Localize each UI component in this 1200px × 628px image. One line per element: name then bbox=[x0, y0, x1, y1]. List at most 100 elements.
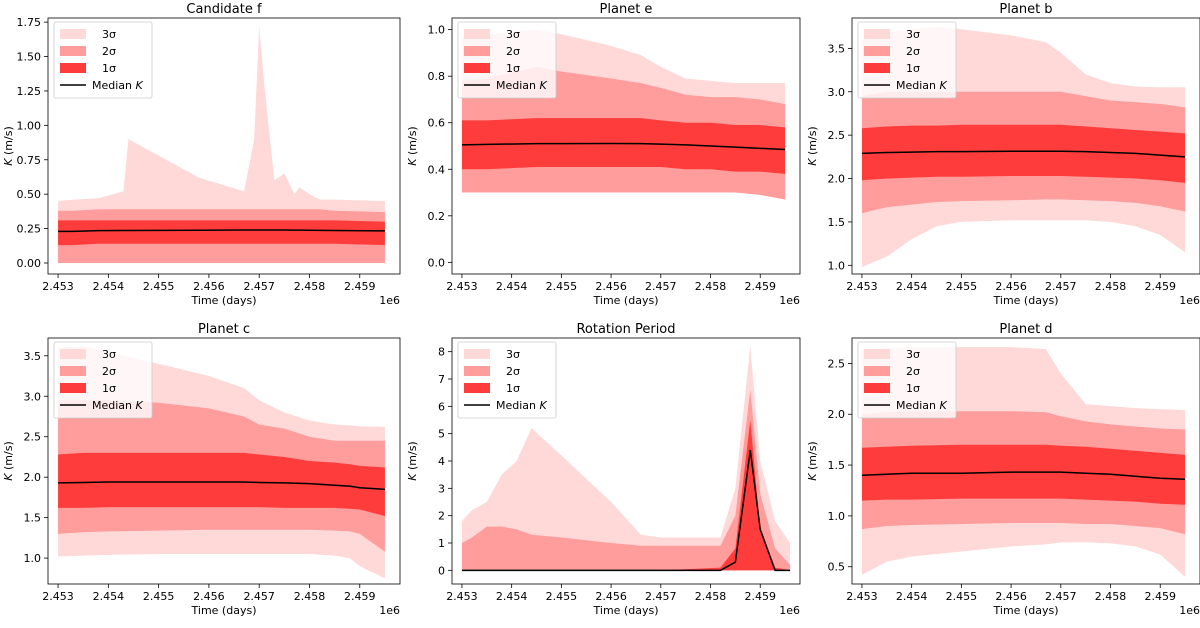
legend-swatch bbox=[464, 29, 490, 39]
x-tick-label: 2.459 bbox=[744, 280, 776, 293]
legend-swatch bbox=[464, 349, 490, 359]
y-tick-label: 1.50 bbox=[17, 51, 42, 64]
legend-label: 3σ bbox=[906, 28, 920, 41]
x-tick-label: 2.457 bbox=[645, 590, 677, 603]
legend-swatch bbox=[464, 383, 490, 393]
panel-candidate-f: 2.453 2.454 2.455 2.456 2.457 2.458 2.459 0.00 0… bbox=[2, 2, 401, 307]
x-tick-label: 2.458 bbox=[1095, 280, 1127, 293]
legend: 3σ 2σ 1σ Median K bbox=[53, 341, 153, 419]
y-tick-label: 0.00 bbox=[17, 257, 42, 270]
legend-swatch bbox=[60, 349, 86, 359]
x-tick-label: 2.456 bbox=[595, 280, 627, 293]
chart-title: Planet b bbox=[999, 2, 1052, 17]
y-tick-label: 1.0 bbox=[428, 24, 446, 37]
legend-label: 1σ bbox=[506, 382, 520, 395]
y-tick-label: 3 bbox=[438, 482, 445, 495]
x-axis-label: Time (days) bbox=[191, 604, 257, 617]
x-tick-label: 2.459 bbox=[344, 590, 376, 603]
chart-title: Candidate f bbox=[186, 2, 262, 17]
legend-swatch bbox=[864, 383, 890, 393]
y-axis-label: K (m/s) bbox=[406, 126, 419, 165]
legend-swatch bbox=[60, 63, 86, 73]
legend-label: 1σ bbox=[906, 382, 920, 395]
y-tick-label: 1.5 bbox=[24, 512, 42, 525]
legend-label: Median K bbox=[496, 79, 548, 92]
y-axis-label: K (m/s) bbox=[406, 441, 419, 480]
y-tick-label: 3.5 bbox=[24, 350, 42, 363]
x-tick-label: 2.459 bbox=[344, 280, 376, 293]
y-tick-label: 5 bbox=[438, 428, 445, 441]
y-tick-label: 0.4 bbox=[428, 163, 446, 176]
x-tick-label: 2.457 bbox=[1045, 590, 1077, 603]
y-tick-label: 1.00 bbox=[17, 119, 42, 132]
y-tick-label: 0.0 bbox=[428, 256, 446, 269]
x-offset-label: 1e6 bbox=[1179, 604, 1200, 617]
legend-swatch bbox=[60, 29, 86, 39]
band-3sigma bbox=[58, 26, 385, 263]
chart-title: Planet c bbox=[198, 322, 250, 337]
y-tick-label: 0.2 bbox=[428, 210, 446, 223]
y-tick-label: 3.0 bbox=[24, 390, 42, 403]
legend-swatch bbox=[864, 349, 890, 359]
x-tick-label: 2.458 bbox=[294, 590, 326, 603]
x-tick-label: 2.457 bbox=[243, 280, 275, 293]
x-tick-label: 2.454 bbox=[93, 590, 125, 603]
y-tick-label: 3.5 bbox=[828, 42, 846, 55]
band-1sigma bbox=[861, 444, 1186, 505]
legend-swatch bbox=[60, 46, 86, 56]
legend-swatch bbox=[60, 366, 86, 376]
legend-label: Median K bbox=[896, 399, 948, 412]
legend: 3σ 2σ 1σ Median K bbox=[457, 21, 557, 99]
x-tick-label: 2.454 bbox=[896, 280, 928, 293]
axes-frame bbox=[47, 337, 401, 585]
legend: 3σ 2σ 1σ Median K bbox=[457, 341, 557, 419]
band-1sigma bbox=[58, 452, 385, 517]
y-tick-label: 0.8 bbox=[428, 70, 446, 83]
x-tick-label: 2.453 bbox=[846, 590, 878, 603]
x-tick-label: 2.453 bbox=[446, 280, 478, 293]
x-tick-label: 2.454 bbox=[93, 280, 125, 293]
median-line bbox=[461, 142, 786, 151]
y-tick-label: 1 bbox=[438, 537, 445, 550]
legend: 3σ 2σ 1σ Median K bbox=[857, 21, 957, 99]
x-tick-label: 2.456 bbox=[193, 590, 225, 603]
legend-swatch bbox=[864, 46, 890, 56]
panel-planet-e: 2.453 2.454 2.455 2.456 2.457 2.458 2.459 0.0 0.… bbox=[406, 2, 801, 307]
x-tick-label: 2.455 bbox=[143, 280, 175, 293]
band-3sigma bbox=[461, 346, 791, 571]
y-tick-label: 2.5 bbox=[828, 357, 846, 370]
x-offset-label: 1e6 bbox=[1179, 294, 1200, 307]
x-tick-label: 2.453 bbox=[42, 280, 74, 293]
legend: 3σ 2σ 1σ Median K bbox=[857, 341, 957, 419]
x-tick-label: 2.455 bbox=[946, 590, 978, 603]
legend-label: Median K bbox=[496, 399, 548, 412]
y-tick-label: 7 bbox=[438, 373, 445, 386]
y-tick-label: 6 bbox=[438, 400, 445, 413]
legend-box bbox=[53, 341, 153, 419]
y-tick-label: 0 bbox=[438, 564, 445, 577]
y-axis-label: K (m/s) bbox=[806, 126, 819, 165]
legend-label: 2σ bbox=[102, 45, 116, 58]
x-tick-label: 2.453 bbox=[446, 590, 478, 603]
legend: 3σ 2σ 1σ Median K bbox=[53, 21, 153, 99]
y-tick-label: 2.0 bbox=[828, 408, 846, 421]
panel-planet-b: 2.453 2.454 2.455 2.456 2.457 2.458 2.459 1.0 1.… bbox=[806, 2, 1200, 307]
x-tick-label: 2.455 bbox=[546, 590, 578, 603]
legend-swatch bbox=[864, 29, 890, 39]
y-tick-label: 3.0 bbox=[828, 86, 846, 99]
x-tick-label: 2.457 bbox=[1045, 280, 1077, 293]
median-line bbox=[58, 481, 385, 491]
x-tick-label: 2.456 bbox=[995, 280, 1027, 293]
axes-frame bbox=[851, 17, 1200, 275]
y-tick-label: 2.0 bbox=[24, 471, 42, 484]
legend-label: 2σ bbox=[906, 45, 920, 58]
panel-planet-c: 2.453 2.454 2.455 2.456 2.457 2.458 2.459 1.0 1.… bbox=[2, 322, 401, 617]
x-axis-label: Time (days) bbox=[593, 294, 659, 307]
x-tick-label: 2.456 bbox=[193, 280, 225, 293]
x-tick-label: 2.459 bbox=[1144, 590, 1176, 603]
legend-label: 3σ bbox=[102, 28, 116, 41]
x-tick-label: 2.458 bbox=[294, 280, 326, 293]
x-tick-label: 2.459 bbox=[1144, 280, 1176, 293]
panel-rotation-period: 2.453 2.454 2.455 2.456 2.457 2.458 2.459 0 1 2 3 4… bbox=[406, 322, 801, 617]
x-tick-label: 2.457 bbox=[645, 280, 677, 293]
